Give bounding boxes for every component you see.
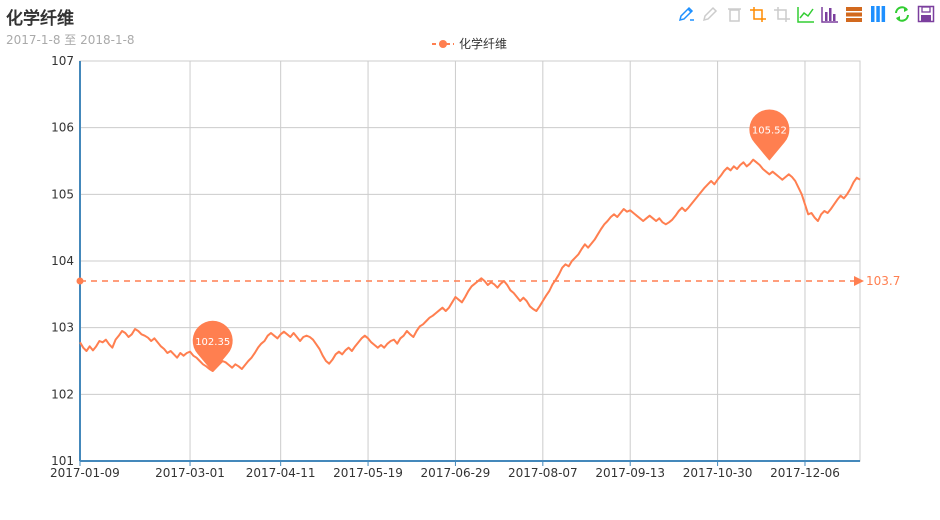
line-chart-icon[interactable]: [796, 4, 816, 24]
x-tick-label: 2017-04-11: [246, 466, 316, 480]
toolbox: [676, 4, 936, 24]
average-mark-start: [76, 277, 84, 285]
y-tick-label: 103: [51, 321, 74, 335]
y-tick-label: 102: [51, 387, 74, 401]
mark-clear-icon[interactable]: [724, 4, 744, 24]
mark-undo-icon[interactable]: [700, 4, 720, 24]
series-line: [79, 158, 861, 372]
legend-label: 化学纤维: [459, 37, 508, 51]
mark-point-label: 102.35: [195, 337, 230, 348]
bar-chart-icon[interactable]: [820, 4, 840, 24]
data-zoom-reset-icon[interactable]: [772, 4, 792, 24]
x-tick-label: 2017-12-06: [770, 466, 840, 480]
legend-item[interactable]: 化学纤维: [432, 35, 507, 52]
x-tick-label: 2017-06-29: [421, 466, 491, 480]
mark-point-pin: [749, 109, 790, 161]
legend-line-icon: [432, 39, 454, 48]
y-tick-label: 107: [51, 54, 74, 68]
y-tick-label: 101: [51, 454, 74, 468]
save-image-icon[interactable]: [916, 4, 936, 24]
mark-point-label: 105.52: [752, 126, 787, 137]
x-tick-label: 2017-01-09: [50, 466, 120, 480]
tiled-icon[interactable]: [868, 4, 888, 24]
x-tick-label: 2017-05-19: [333, 466, 403, 480]
x-tick-label: 2017-03-01: [155, 466, 225, 480]
chart-title: 化学纤维: [6, 9, 74, 29]
average-mark-arrow: [854, 276, 864, 286]
x-tick-label: 2017-08-07: [508, 466, 578, 480]
chart-subtitle: 2017-1-8 至 2018-1-8: [6, 33, 135, 47]
x-tick-label: 2017-09-13: [595, 466, 665, 480]
x-tick-label: 2017-10-30: [683, 466, 753, 480]
average-mark-label: 103.7: [866, 274, 900, 288]
y-tick-label: 105: [51, 187, 74, 201]
y-tick-label: 106: [51, 121, 74, 135]
y-tick-label: 104: [51, 254, 74, 268]
mark-pen-icon[interactable]: [676, 4, 696, 24]
stack-icon[interactable]: [844, 4, 864, 24]
restore-icon[interactable]: [892, 4, 912, 24]
mark-point-pin: [192, 320, 233, 372]
data-zoom-icon[interactable]: [748, 4, 768, 24]
